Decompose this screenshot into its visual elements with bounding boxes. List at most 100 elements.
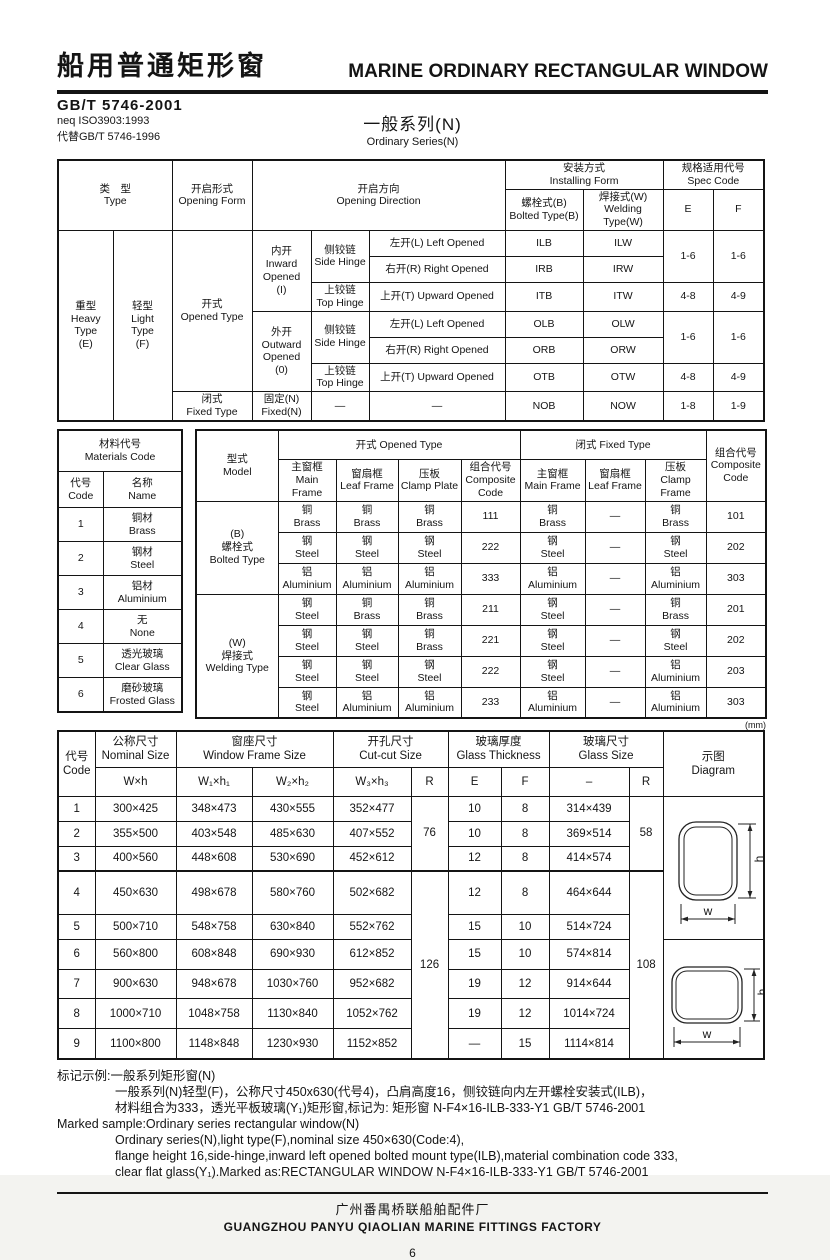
- col-header-dash: –: [548, 766, 630, 797]
- spec-cell: 4-8: [662, 362, 714, 393]
- composite-code: 333: [460, 562, 521, 595]
- cell: 钢 Steel: [277, 593, 337, 626]
- standard-number: GB/T 5746-2001: [57, 97, 183, 114]
- cell-fixed-n: 固定(N) Fixed(N): [251, 391, 312, 422]
- cell: 铜 Brass: [277, 500, 337, 533]
- cell: 952×682: [332, 968, 412, 1000]
- cell: 502×682: [332, 870, 412, 915]
- w-dimension-label: w: [702, 904, 712, 918]
- cell: 钢 Steel: [519, 655, 586, 688]
- cell-left-opened: 左开(L) Left Opened: [368, 310, 506, 338]
- cell: 15: [500, 1028, 550, 1060]
- footer-divider: [57, 1191, 768, 1194]
- table-row: 7 900×630 948×678 1030×760 952×682 19 12 914×…: [57, 968, 764, 1000]
- material-name: 磨砂玻璃 Frosted Glass: [102, 677, 183, 713]
- cell: 914×644: [548, 968, 630, 1000]
- w-dimension-label: w: [701, 1027, 711, 1041]
- spec-cell: 1-9: [712, 391, 765, 422]
- cell: 552×762: [332, 913, 412, 940]
- table-row: 型式 Model 开式 Opened Type 闭式 Fixed Type 组合…: [195, 429, 767, 502]
- cell: 钢 Steel: [397, 531, 462, 564]
- code-cell: ITW: [582, 281, 664, 312]
- cell: 10: [500, 913, 550, 940]
- cell: 407×552: [332, 820, 412, 847]
- table-row: 外开 Outward Opened (0) 侧铰链 Side Hinge 左开(…: [58, 310, 765, 393]
- cell: 498×678: [175, 870, 253, 915]
- standard-block: GB/T 5746-2001 neq ISO3903:1993 代替GB/T 5…: [57, 97, 768, 153]
- type-opening-table: 类 型 Type 开启形式 Opening Form 开启方向 Opening …: [57, 159, 766, 422]
- col-header-r: R: [410, 766, 449, 797]
- col-header-opening-direction: 开启方向 Opening Direction: [251, 159, 506, 231]
- cell: 15: [447, 938, 502, 970]
- cell: 8: [500, 870, 550, 915]
- col-header-main-frame: 主窗框 Main Frame: [277, 459, 337, 502]
- spec-cell: 1-6: [712, 229, 765, 283]
- cell: 钢 Steel: [277, 655, 337, 688]
- cell: 铜 Brass: [644, 593, 707, 626]
- cell: 钢 Steel: [519, 624, 586, 657]
- code-cell: ORB: [504, 336, 584, 364]
- table-row: 右开(R) Right Opened IRB IRW: [58, 255, 764, 283]
- code-cell: ORW: [582, 336, 664, 364]
- cell: 8: [500, 820, 550, 847]
- window-diagram-portrait: h w: [662, 795, 765, 940]
- composite-code: 211: [460, 593, 521, 626]
- col-header-leaf-frame: 窗扇框 Leaf Frame: [335, 459, 399, 502]
- table-row: 9 1100×800 1148×848 1230×930 1152×852 —15 11…: [57, 1028, 764, 1060]
- size-code: 7: [57, 968, 96, 1000]
- series-title-en: Ordinary Series(N): [366, 136, 459, 148]
- material-code: 2: [57, 541, 104, 577]
- unit-note: (mm): [745, 720, 766, 731]
- cell: 铜 Brass: [397, 624, 462, 657]
- col-header-w2h2: W₂×h₂: [251, 766, 334, 797]
- spec-cell: 4-9: [712, 362, 765, 393]
- col-header-code: 代号 Code: [57, 471, 104, 509]
- col-header-r: R: [628, 766, 664, 797]
- code-cell: OLW: [582, 310, 664, 338]
- table-row: 铝 Aluminium 铝 Aluminium 铝 Aluminium 333 铝 Al…: [196, 562, 767, 595]
- cell: 铝 Aluminium: [519, 562, 586, 595]
- code-cell: OTW: [582, 362, 664, 393]
- cell-side-hinge: 侧铰链 Side Hinge: [310, 229, 370, 283]
- cell: 514×724: [548, 913, 630, 940]
- cell: 900×630: [94, 968, 177, 1000]
- composite-code: 221: [460, 624, 521, 657]
- cell: 12: [447, 870, 502, 915]
- table-row: 上铰链 Top Hinge 上开(T) Upward Opened ITB IT…: [58, 281, 765, 312]
- cell-upward-opened: 上开(T) Upward Opened: [368, 281, 506, 312]
- table-row: 钢 Steel 钢 Steel 铜 Brass 221 钢 Steel — 钢 Steel 2…: [196, 624, 767, 657]
- composite-code: 101: [705, 500, 767, 533]
- cell: 448×608: [175, 845, 253, 872]
- cell: 1114×814: [548, 1028, 630, 1060]
- code-cell: IRW: [582, 255, 664, 283]
- spec-cell: 1-6: [712, 310, 765, 364]
- cell-side-hinge: 侧铰链 Side Hinge: [310, 310, 370, 364]
- cell: 1014×724: [548, 998, 630, 1030]
- cell-fixed-type: 闭式 Fixed Type: [171, 391, 253, 422]
- code-cell: NOW: [582, 391, 664, 422]
- cell: 403×548: [175, 820, 253, 847]
- cell: 钢 Steel: [277, 624, 337, 657]
- cell: 钢 Steel: [397, 655, 462, 688]
- standard-neq: neq ISO3903:1993: [57, 115, 150, 127]
- cell: 1148×848: [175, 1028, 253, 1060]
- composite-code: 222: [460, 655, 521, 688]
- col-header-opened-group: 开式 Opened Type: [277, 429, 521, 461]
- size-code: 3: [57, 845, 96, 872]
- cell-opened-type: 开式 Opened Type: [171, 229, 253, 393]
- composite-code: 303: [705, 686, 767, 719]
- cell-r-cut: 76: [410, 795, 449, 872]
- dash-cell: —: [368, 391, 506, 422]
- cell-r-cut: 126: [410, 870, 449, 1060]
- factory-name-en: GUANGZHOU PANYU QIAOLIAN MARINE FITTINGS…: [223, 1219, 602, 1234]
- col-header-installing-form: 安装方式 Installing Form: [504, 159, 664, 190]
- cell: 铜 Brass: [335, 593, 399, 626]
- table-row: 2 355×500 403×548 485×630 407×552 10 8 369×51…: [57, 820, 764, 847]
- col-header-wh: W×h: [94, 766, 177, 797]
- cell: 500×710: [94, 913, 177, 940]
- cell: 608×848: [175, 938, 253, 970]
- dash-cell: —: [584, 500, 646, 533]
- cell: 464×644: [548, 870, 630, 915]
- cell: 352×477: [332, 795, 412, 822]
- cell: 钢 Steel: [335, 655, 399, 688]
